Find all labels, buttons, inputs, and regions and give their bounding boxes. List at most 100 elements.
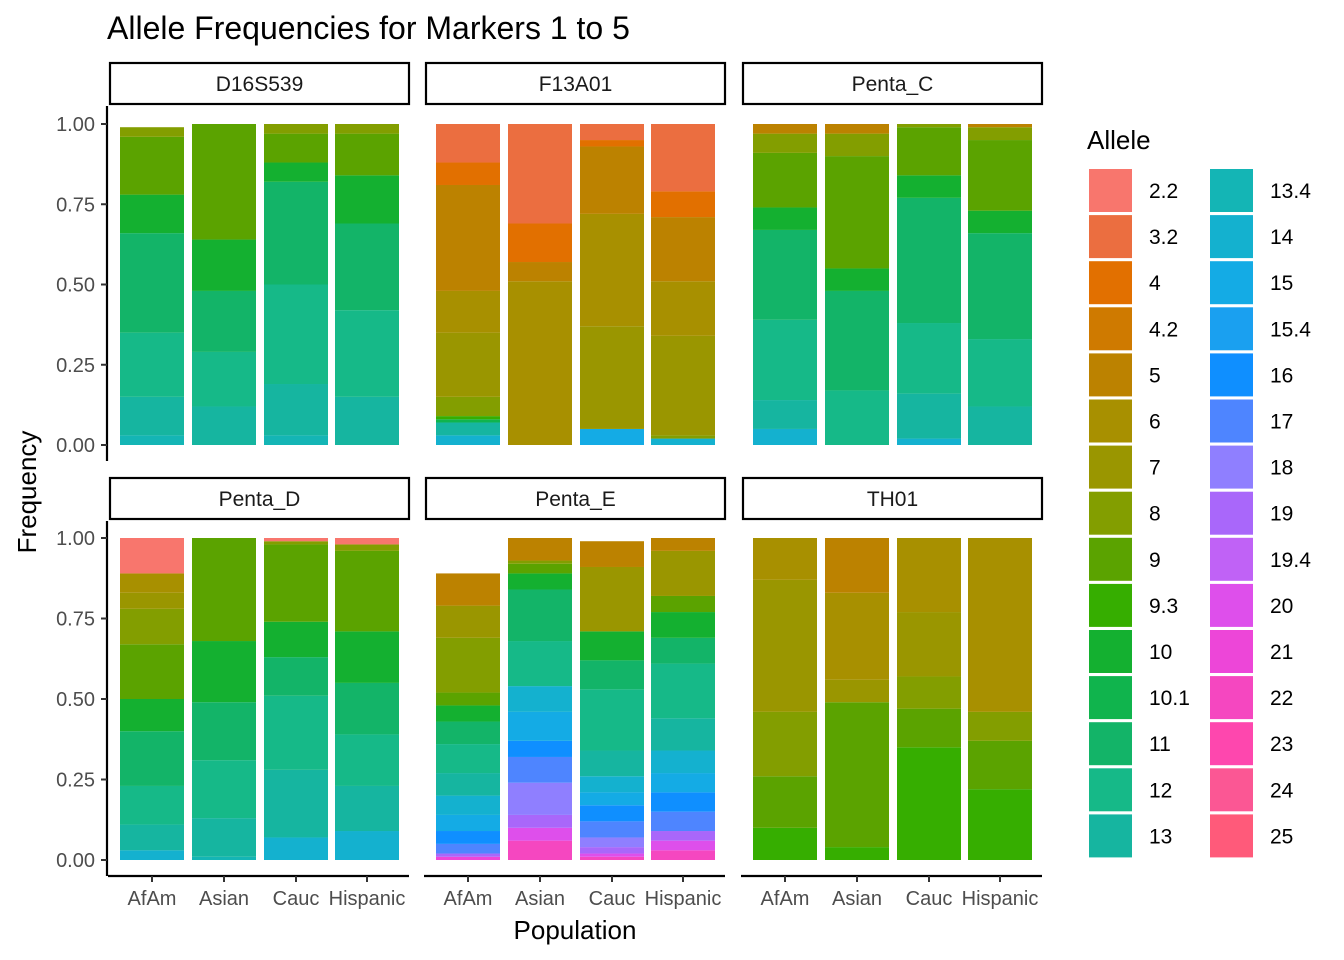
bar-segment: 10 [192, 239, 256, 291]
bar-segment: 12 [753, 319, 817, 401]
bar-segment: 8 [436, 396, 500, 417]
legend-item: 21 [1210, 630, 1293, 673]
legend-label: 22 [1270, 687, 1293, 710]
legend-key [1210, 399, 1253, 443]
legend-label: 25 [1270, 825, 1293, 848]
bar-segment: 14 [508, 686, 572, 712]
legend-label: 16 [1270, 364, 1293, 387]
bar-segment: 7 [753, 579, 817, 712]
bar-Cauc: 1576543.2 [580, 124, 644, 445]
facet-strip-label: TH01 [867, 488, 918, 511]
legend-label: 12 [1149, 779, 1172, 802]
bar-segment: 10 [651, 612, 715, 638]
legend-label: 13.4 [1270, 180, 1311, 203]
legend-label: 24 [1270, 779, 1294, 802]
bar-segment: 10.1 [436, 419, 500, 423]
bar-segment: 19 [508, 814, 572, 828]
bar-segment: 9 [192, 124, 256, 240]
y-tick-label: 0.00 [56, 850, 95, 872]
bar-segment: 9 [120, 136, 184, 195]
legend-label: 17 [1270, 411, 1293, 434]
bar-segment: 11 [264, 657, 328, 696]
legend-key [1089, 630, 1132, 673]
bar-segment: 8 [825, 133, 889, 157]
legend-label: 8 [1149, 503, 1161, 526]
bar-segment: 9.3 [436, 416, 500, 420]
bar-segment: 11 [753, 229, 817, 320]
bar-segment: 9 [753, 776, 817, 828]
bar-segment: 9 [825, 702, 889, 848]
bar-segment: 9 [264, 544, 328, 622]
bar-segment: 18 [580, 837, 644, 848]
bar-segment: 13.4 [120, 435, 184, 445]
bar-segment: 10 [335, 631, 399, 683]
bar-segment: 22 [580, 856, 644, 860]
bar-segment: 10 [508, 573, 572, 590]
bar-segment: 15 [508, 711, 572, 741]
bar-segment: 21 [436, 856, 500, 860]
bar-segment: 13 [436, 422, 500, 436]
bar-segment: 8 [508, 560, 572, 564]
bar-segment: 11 [651, 637, 715, 664]
bar-segment: 6 [580, 213, 644, 327]
facet-strip [424, 476, 727, 521]
x-axis-title: Population [514, 915, 637, 945]
bar-segment: 13 [335, 396, 399, 445]
bar-segment: 3.2 [651, 124, 715, 192]
bar-segment: 11 [897, 197, 961, 324]
bar-segment: 5 [580, 541, 644, 567]
bar-Cauc: 1413121110982.2 [264, 538, 328, 860]
legend-key [1089, 814, 1132, 858]
legend-key [1089, 307, 1132, 351]
legend-label: 2.2 [1149, 180, 1178, 203]
bar-segment: 9.3 [753, 827, 817, 860]
bar-segment: 10 [825, 268, 889, 291]
x-tick-label: Asian [199, 888, 249, 910]
bar-Hispanic: 13121110985 [968, 124, 1032, 445]
legend-item: 2.2 [1089, 169, 1178, 212]
bar-segment: 11 [825, 290, 889, 391]
legend-key [1089, 583, 1132, 627]
bar-segment: 13 [264, 384, 328, 436]
legend-key [1089, 491, 1132, 535]
bar-segment: 5 [508, 538, 572, 561]
bar-segment: 12 [508, 641, 572, 687]
bar-segment: 9 [897, 708, 961, 748]
x-tick-label: Cauc [589, 888, 636, 910]
bar-segment: 3.2 [436, 124, 500, 163]
bar-segment: 12 [436, 744, 500, 774]
y-tick-label: 0.75 [56, 194, 95, 216]
x-tick-label: Asian [515, 888, 565, 910]
bar-segment: 12 [335, 310, 399, 397]
bar-segment: 9.3 [968, 789, 1032, 860]
legend-key [1089, 445, 1132, 489]
legend-key [1089, 215, 1132, 259]
legend-item: 3.2 [1089, 215, 1178, 259]
legend-item: 5 [1089, 353, 1161, 397]
bar-Hispanic: 14876543.2 [651, 124, 715, 445]
legend-item: 18 [1210, 445, 1293, 489]
bar-segment: 19 [651, 831, 715, 841]
legend-item: 6 [1089, 399, 1161, 443]
bar-segment: 13 [897, 393, 961, 439]
bar-segment: 7 [580, 566, 644, 632]
bar-segment: 13.4 [192, 856, 256, 860]
legend-item: 19.4 [1210, 537, 1311, 581]
bar-AfAm: 13.41312111098 [120, 127, 184, 445]
bar-segment: 22 [508, 840, 572, 860]
bar-segment: 8 [120, 127, 184, 137]
bar-Asian: 2220191817161514121110985 [508, 538, 572, 860]
panel-Penta_D: Penta_D141312111098762.213.4131211109141… [108, 476, 411, 860]
bar-segment: 17 [651, 811, 715, 832]
bar-segment: 15 [651, 773, 715, 793]
bar-segment: 8 [264, 124, 328, 134]
legend-label: 19.4 [1270, 549, 1311, 572]
legend-key [1089, 768, 1132, 812]
bar-AfAm: 141312111098762.2 [120, 538, 184, 860]
facet-strip [424, 61, 727, 106]
bar-segment: 8 [753, 133, 817, 153]
bar-segment: 12 [192, 760, 256, 819]
bar-segment: 13.4 [264, 435, 328, 445]
bar-segment: 3.2 [580, 124, 644, 141]
